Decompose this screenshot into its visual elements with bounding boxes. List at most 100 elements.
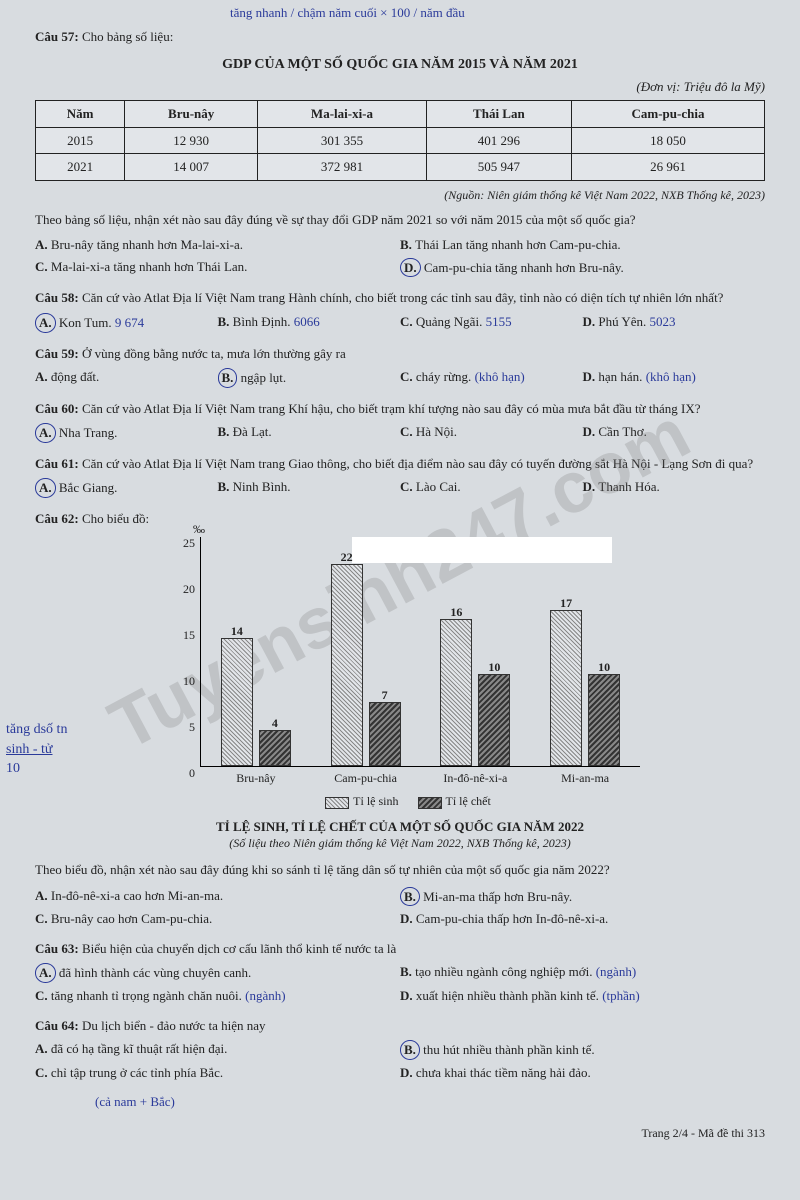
q64-opt-a: A. đã có hạ tầng kĩ thuật rất hiện đại. bbox=[35, 1038, 400, 1062]
q62-options: A. In-đô-nê-xi-a cao hơn Mi-an-ma. B. Mi… bbox=[35, 885, 765, 930]
hand: 9 674 bbox=[115, 315, 144, 330]
q57-opt-b: B. Thái Lan tăng nhanh hơn Cam-pu-chia. bbox=[400, 234, 765, 256]
td: 2021 bbox=[36, 154, 125, 181]
opt-text: chỉ tập trung ở các tỉnh phía Bắc. bbox=[51, 1065, 223, 1080]
q60-header: Câu 60: bbox=[35, 401, 79, 416]
q58-options: A. Kon Tum. 9 674 B. Bình Định. 6066 C. … bbox=[35, 311, 765, 335]
hand: 6066 bbox=[294, 314, 320, 329]
chart-legend: Tỉ lệ sinh Tỉ lệ chết bbox=[160, 793, 640, 809]
q58-header: Câu 58: bbox=[35, 290, 79, 305]
q59-options: A. động đất. B. ngập lụt. C. cháy rừng. … bbox=[35, 366, 765, 390]
opt-text: Mi-an-ma thấp hơn Bru-nây. bbox=[423, 889, 572, 904]
hand-bottom: (cả nam + Bắc) bbox=[95, 1093, 765, 1111]
opt-text: tăng nhanh tỉ trọng ngành chăn nuôi. bbox=[51, 988, 242, 1003]
q64-opt-c: C. chỉ tập trung ở các tỉnh phía Bắc. bbox=[35, 1062, 400, 1084]
td: 401 296 bbox=[426, 127, 571, 154]
hand: (ngành) bbox=[596, 964, 636, 979]
hand-line: sinh - tử bbox=[6, 740, 86, 760]
opt-text: In-đô-nê-xi-a cao hơn Mi-an-ma. bbox=[51, 888, 223, 903]
hand: 5155 bbox=[486, 314, 512, 329]
q63-options: A. đã hình thành các vùng chuyên canh. B… bbox=[35, 961, 765, 1006]
opt-text: đã hình thành các vùng chuyên canh. bbox=[59, 965, 251, 980]
q57-opt-d: D. Cam-pu-chia tăng nhanh hơn Bru-nây. bbox=[400, 256, 765, 280]
question-62: Câu 62: Cho biểu đồ: bbox=[35, 510, 765, 528]
question-59: Câu 59: Ở vùng đồng bằng nước ta, mưa lớ… bbox=[35, 345, 765, 363]
question-58: Câu 58: Căn cứ vào Atlat Địa lí Việt Nam… bbox=[35, 289, 765, 307]
hand-line: 10 bbox=[6, 759, 86, 779]
hand: 5023 bbox=[650, 314, 676, 329]
opt-text: Thái Lan tăng nhanh hơn Cam-pu-chia. bbox=[415, 237, 620, 252]
opt-text: Lào Cai. bbox=[416, 479, 461, 494]
q58-opt-a: A. Kon Tum. 9 674 bbox=[35, 311, 218, 335]
hand: (khô hạn) bbox=[646, 369, 696, 384]
q57-header: Câu 57: bbox=[35, 29, 79, 44]
q62-prompt: Theo biểu đồ, nhận xét nào sau đây đúng … bbox=[35, 861, 765, 879]
q57-table-title: GDP CỦA MỘT SỐ QUỐC GIA NĂM 2015 VÀ NĂM … bbox=[35, 56, 765, 75]
opt-text: Bình Định. bbox=[233, 314, 291, 329]
q61-opt-a: A. Bắc Giang. bbox=[35, 476, 218, 500]
th: Thái Lan bbox=[426, 100, 571, 127]
opt-text: Quảng Ngãi. bbox=[416, 314, 482, 329]
q58-prompt: Căn cứ vào Atlat Địa lí Việt Nam trang H… bbox=[82, 290, 724, 305]
q62-chart: ‰ 0510152025144Bru-nây227Cam-pu-chia1610… bbox=[160, 537, 640, 809]
q60-opt-b: B. Đà Lạt. bbox=[218, 421, 401, 445]
opt-text: động đất. bbox=[51, 369, 99, 384]
page-footer: Trang 2/4 - Mã đề thi 313 bbox=[35, 1125, 765, 1141]
question-60: Câu 60: Căn cứ vào Atlat Địa lí Việt Nam… bbox=[35, 400, 765, 418]
q63-header: Câu 63: bbox=[35, 941, 79, 956]
th: Năm bbox=[36, 100, 125, 127]
q64-opt-b: B. thu hút nhiều thành phần kinh tế. bbox=[400, 1038, 765, 1062]
q59-opt-a: A. động đất. bbox=[35, 366, 218, 390]
q61-header: Câu 61: bbox=[35, 456, 79, 471]
q61-prompt: Căn cứ vào Atlat Địa lí Việt Nam trang G… bbox=[82, 456, 753, 471]
q61-options: A. Bắc Giang. B. Ninh Bình. C. Lào Cai. … bbox=[35, 476, 765, 500]
q61-opt-c: C. Lào Cai. bbox=[400, 476, 583, 500]
q63-prompt: Biểu hiện của chuyển dịch cơ cấu lãnh th… bbox=[82, 941, 396, 956]
q63-opt-c: C. tăng nhanh tỉ trọng ngành chăn nuôi. … bbox=[35, 985, 400, 1007]
opt-text: Bru-nây tăng nhanh hơn Ma-lai-xi-a. bbox=[51, 237, 243, 252]
opt-text: Cam-pu-chia tăng nhanh hơn Bru-nây. bbox=[424, 260, 624, 275]
opt-text: tạo nhiều ngành công nghiệp mới. bbox=[415, 964, 592, 979]
q57-options: A. Bru-nây tăng nhanh hơn Ma-lai-xi-a. B… bbox=[35, 234, 765, 279]
opt-text: Cam-pu-chia thấp hơn In-đô-nê-xi-a. bbox=[416, 911, 608, 926]
td: 301 355 bbox=[258, 127, 427, 154]
q61-opt-d: D. Thanh Hóa. bbox=[583, 476, 766, 500]
q58-opt-b: B. Bình Định. 6066 bbox=[218, 311, 401, 335]
th: Bru-nây bbox=[125, 100, 258, 127]
q58-opt-c: C. Quảng Ngãi. 5155 bbox=[400, 311, 583, 335]
th: Cam-pu-chia bbox=[571, 100, 764, 127]
q57-intro: Cho bảng số liệu: bbox=[82, 29, 173, 44]
q59-prompt: Ở vùng đồng bằng nước ta, mưa lớn thường… bbox=[82, 346, 346, 361]
q59-opt-c: C. cháy rừng. (khô hạn) bbox=[400, 366, 583, 390]
q58-opt-d: D. Phú Yên. 5023 bbox=[583, 311, 766, 335]
opt-text: Đà Lạt. bbox=[233, 424, 272, 439]
opt-text: Phú Yên. bbox=[598, 314, 646, 329]
opt-text: thu hút nhiều thành phần kinh tế. bbox=[423, 1042, 595, 1057]
opt-text: Hà Nội. bbox=[416, 424, 457, 439]
opt-text: Ninh Bình. bbox=[233, 479, 291, 494]
q64-opt-d: D. chưa khai thác tiềm năng hải đảo. bbox=[400, 1062, 765, 1084]
q62-chart-title: TỈ LỆ SINH, TỈ LỆ CHẾT CỦA MỘT SỐ QUỐC G… bbox=[35, 818, 765, 836]
legend-label: Tỉ lệ chết bbox=[446, 794, 491, 808]
left-handnote: tăng dsố tn sinh - tử 10 bbox=[6, 720, 86, 779]
opt-text: đã có hạ tầng kĩ thuật rất hiện đại. bbox=[51, 1041, 228, 1056]
opt-text: hạn hán. bbox=[598, 369, 642, 384]
q62-header: Câu 62: bbox=[35, 511, 79, 526]
q60-opt-d: D. Cần Thơ. bbox=[583, 421, 766, 445]
opt-text: chưa khai thác tiềm năng hải đảo. bbox=[416, 1065, 591, 1080]
q57-source: (Nguồn: Niên giám thống kê Việt Nam 2022… bbox=[35, 187, 765, 203]
q64-header: Câu 64: bbox=[35, 1018, 79, 1033]
q62-opt-d: D. Cam-pu-chia thấp hơn In-đô-nê-xi-a. bbox=[400, 908, 765, 930]
td: 14 007 bbox=[125, 154, 258, 181]
hand-line: tăng dsố tn bbox=[6, 720, 86, 740]
opt-text: Ma-lai-xi-a tăng nhanh hơn Thái Lan. bbox=[51, 259, 248, 274]
td: 505 947 bbox=[426, 154, 571, 181]
opt-text: ngập lụt. bbox=[241, 370, 287, 385]
q63-opt-b: B. tạo nhiều ngành công nghiệp mới. (ngà… bbox=[400, 961, 765, 985]
td: 26 961 bbox=[571, 154, 764, 181]
q61-opt-b: B. Ninh Bình. bbox=[218, 476, 401, 500]
td: 372 981 bbox=[258, 154, 427, 181]
td: 18 050 bbox=[571, 127, 764, 154]
opt-text: Bru-nây cao hơn Cam-pu-chia. bbox=[51, 911, 212, 926]
q57-opt-a: A. Bru-nây tăng nhanh hơn Ma-lai-xi-a. bbox=[35, 234, 400, 256]
